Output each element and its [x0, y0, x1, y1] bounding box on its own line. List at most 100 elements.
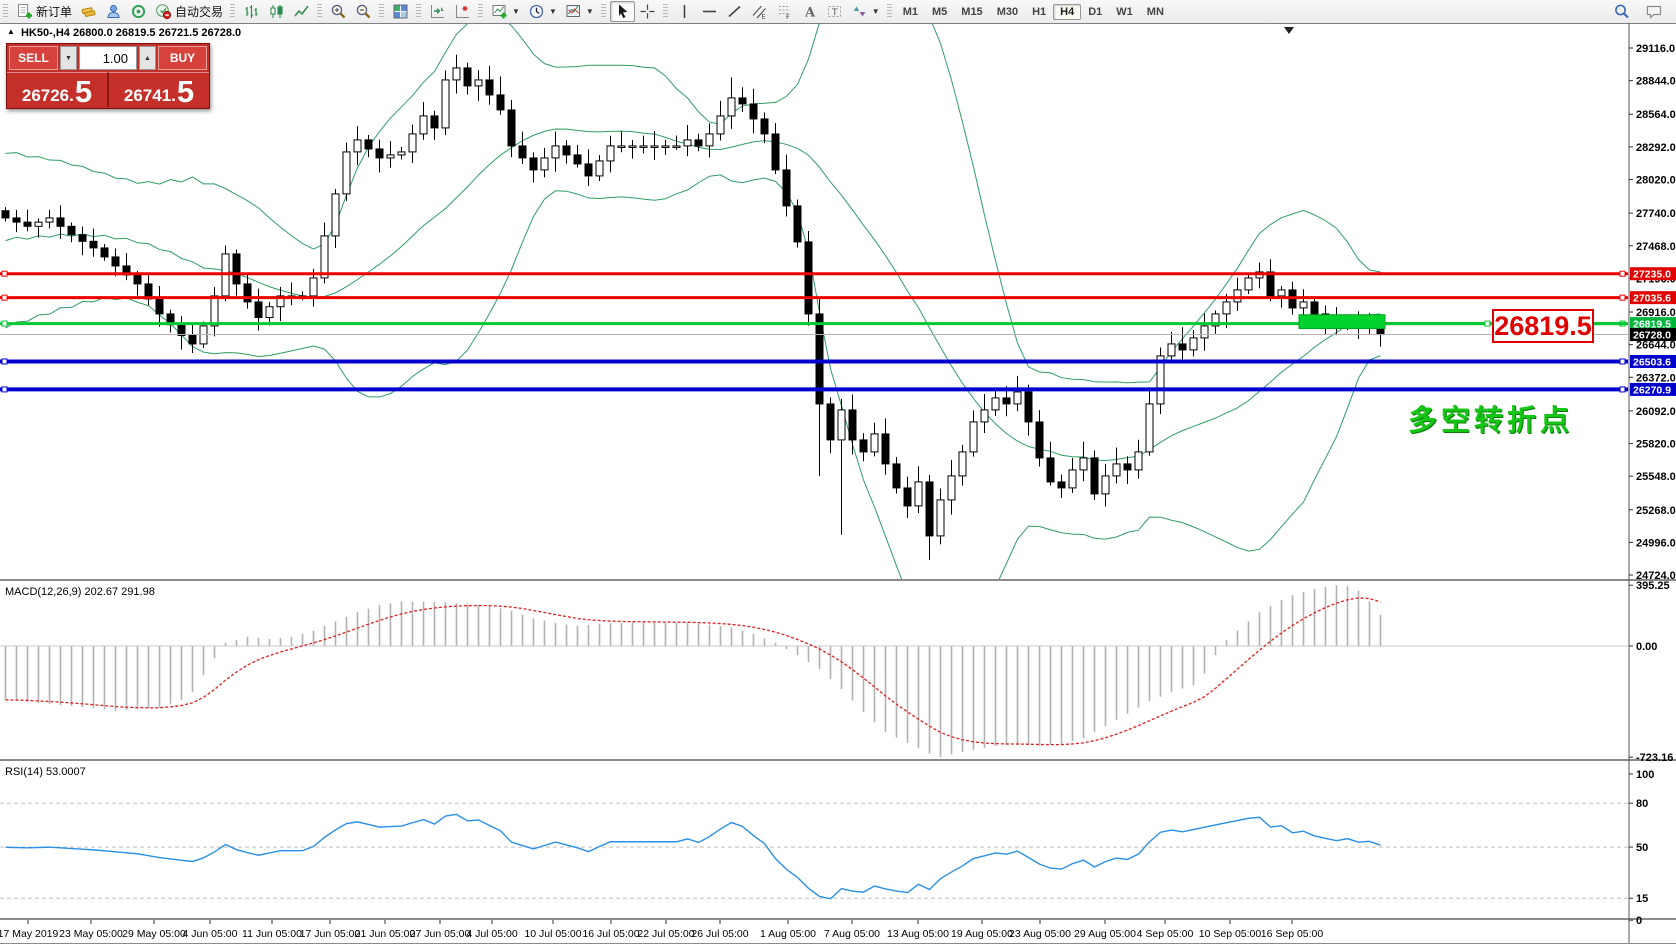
- arrows-tool[interactable]: ▼: [847, 1, 884, 22]
- line-chart-button[interactable]: [289, 1, 314, 22]
- svg-text:25548.0: 25548.0: [1636, 471, 1676, 483]
- tile-windows-button[interactable]: [388, 1, 413, 22]
- svg-text:100: 100: [1636, 769, 1654, 781]
- timeframe-M30[interactable]: M30: [996, 5, 1019, 18]
- svg-text:28292.0: 28292.0: [1636, 142, 1676, 154]
- date-label: 10 Sep 05:00: [1199, 928, 1262, 940]
- svg-text:50: 50: [1636, 842, 1648, 854]
- chart-canvas[interactable]: 29116.0 28844.0 28564.0 28292.0 28020.0 27740…: [0, 23, 1676, 945]
- rsi-pane: [0, 802, 1628, 900]
- clock-icon: [528, 3, 545, 20]
- signal-ring-icon: [130, 3, 147, 20]
- chart-shift-icon: [429, 3, 446, 20]
- text-tool[interactable]: A: [797, 1, 822, 22]
- vertical-line-tool[interactable]: [672, 1, 697, 22]
- text-label-tool[interactable]: T: [822, 1, 847, 22]
- svg-text:27235.0: 27235.0: [1633, 269, 1671, 281]
- candlestick-chart-button[interactable]: [264, 1, 289, 22]
- timeframe-M1[interactable]: M1: [902, 5, 918, 18]
- candlestick-icon: [268, 3, 285, 20]
- date-label: 21 Jun 05:00: [355, 928, 416, 940]
- text-label-icon: T: [826, 3, 843, 20]
- new-order-icon: [16, 3, 33, 20]
- turning-point-annotation[interactable]: 多空转折点: [1408, 405, 1574, 437]
- search-button[interactable]: [1609, 1, 1635, 22]
- svg-text:27740.0: 27740.0: [1636, 208, 1676, 220]
- profile-icon: [105, 3, 122, 20]
- svg-text:26644.0: 26644.0: [1636, 340, 1676, 352]
- buy-price[interactable]: 26741 . 5: [109, 72, 209, 107]
- svg-text:29116.0: 29116.0: [1636, 43, 1675, 55]
- date-label: 22 Jul 05:00: [637, 928, 694, 940]
- ohlc-bars-icon: [243, 3, 260, 20]
- market-watch-button[interactable]: [76, 1, 101, 22]
- chart-shift-button[interactable]: [425, 1, 450, 22]
- trendline-tool[interactable]: [722, 1, 747, 22]
- svg-text:27468.0: 27468.0: [1636, 241, 1676, 253]
- svg-text:15: 15: [1636, 893, 1648, 905]
- timeframe-M15[interactable]: M15: [961, 5, 983, 18]
- timeframe-H1[interactable]: H1: [1032, 5, 1047, 18]
- buy-price-pips: 5: [176, 73, 195, 109]
- date-label: 1 Aug 05:00: [760, 928, 816, 940]
- timeframe-H4[interactable]: H4: [1053, 3, 1082, 20]
- svg-text:26503.6: 26503.6: [1633, 356, 1671, 368]
- chart-ohlc-values: 26800.0 26819.5 26721.5 26728.0: [72, 27, 242, 39]
- chart-header: ▲ HK50-,H4 26800.0 26819.5 26721.5 26728…: [7, 27, 241, 39]
- signals-button[interactable]: [126, 1, 151, 22]
- data-window-button[interactable]: [101, 1, 126, 22]
- svg-text:25820.0: 25820.0: [1636, 439, 1676, 451]
- zoom-out-button[interactable]: [351, 1, 376, 22]
- date-axis[interactable]: 17 May 2019 23 May 05:00 29 May 05:004 Jun…: [0, 920, 1323, 940]
- svg-text:27035.6: 27035.6: [1633, 293, 1671, 305]
- date-label: 19 Aug 05:00: [951, 928, 1013, 940]
- bar-chart-button[interactable]: [239, 1, 264, 22]
- svg-text:26916.0: 26916.0: [1636, 307, 1676, 319]
- macd-pane: [0, 585, 1628, 758]
- one-click-trading-panel: SELL ▼ 1.00 ▲ BUY 26726 . 5 26741 . 5: [6, 43, 210, 109]
- periods-button[interactable]: ▼: [524, 1, 561, 22]
- channel-tool[interactable]: E: [747, 1, 772, 22]
- date-label: 29 May 05:00: [122, 928, 186, 940]
- date-label: 26 Jul 05:00: [691, 928, 748, 940]
- highlight-box[interactable]: [1298, 314, 1386, 330]
- indicators-button[interactable]: ▼: [487, 1, 524, 22]
- svg-text:24996.0: 24996.0: [1636, 537, 1676, 549]
- timeframe-M5[interactable]: M5: [932, 5, 948, 18]
- timeframe-MN[interactable]: MN: [1146, 5, 1164, 18]
- cursor-icon: [614, 3, 631, 20]
- collapse-panel-icon[interactable]: ▲: [7, 27, 15, 36]
- templates-button[interactable]: ▼: [561, 1, 598, 22]
- toolbar-grip: [600, 4, 606, 19]
- cursor-tool-button[interactable]: [609, 1, 635, 22]
- buy-button[interactable]: BUY: [158, 46, 207, 70]
- volume-increase-button[interactable]: ▲: [139, 46, 156, 70]
- macd-signal-line: [5, 597, 1381, 746]
- sell-price[interactable]: 26726 . 5: [7, 72, 109, 107]
- svg-text:F: F: [786, 13, 790, 20]
- price-callout-label[interactable]: 26819.5: [1492, 309, 1594, 343]
- chart-area[interactable]: 29116.0 28844.0 28564.0 28292.0 28020.0 27740…: [0, 23, 1676, 945]
- volume-decrease-button[interactable]: ▼: [60, 46, 77, 70]
- chat-button[interactable]: [1641, 1, 1668, 22]
- svg-text:0: 0: [1636, 915, 1642, 927]
- date-label: 4 Jun 05:00: [183, 928, 238, 940]
- bollinger-lower: [5, 174, 1381, 580]
- fibonacci-tool[interactable]: F: [772, 1, 797, 22]
- autotrade-button[interactable]: 自动交易: [151, 1, 227, 22]
- horizontal-line-tool[interactable]: [697, 1, 722, 22]
- auto-scroll-button[interactable]: [450, 1, 475, 22]
- timeframe-W1[interactable]: W1: [1116, 5, 1133, 18]
- volume-input[interactable]: 1.00: [79, 46, 137, 70]
- scroll-end-marker: [1284, 27, 1294, 34]
- new-order-button[interactable]: 新订单: [12, 1, 76, 22]
- indicators-add-icon: [491, 3, 508, 20]
- zoom-in-button[interactable]: [326, 1, 351, 22]
- crosshair-tool-button[interactable]: [635, 1, 660, 22]
- buy-price-main: 26741: [123, 86, 172, 105]
- toolbar-grip: [230, 4, 236, 19]
- timeframe-D1[interactable]: D1: [1088, 5, 1103, 18]
- svg-text:80: 80: [1636, 798, 1648, 810]
- gold-bars-icon: [80, 3, 97, 20]
- sell-button[interactable]: SELL: [9, 46, 58, 70]
